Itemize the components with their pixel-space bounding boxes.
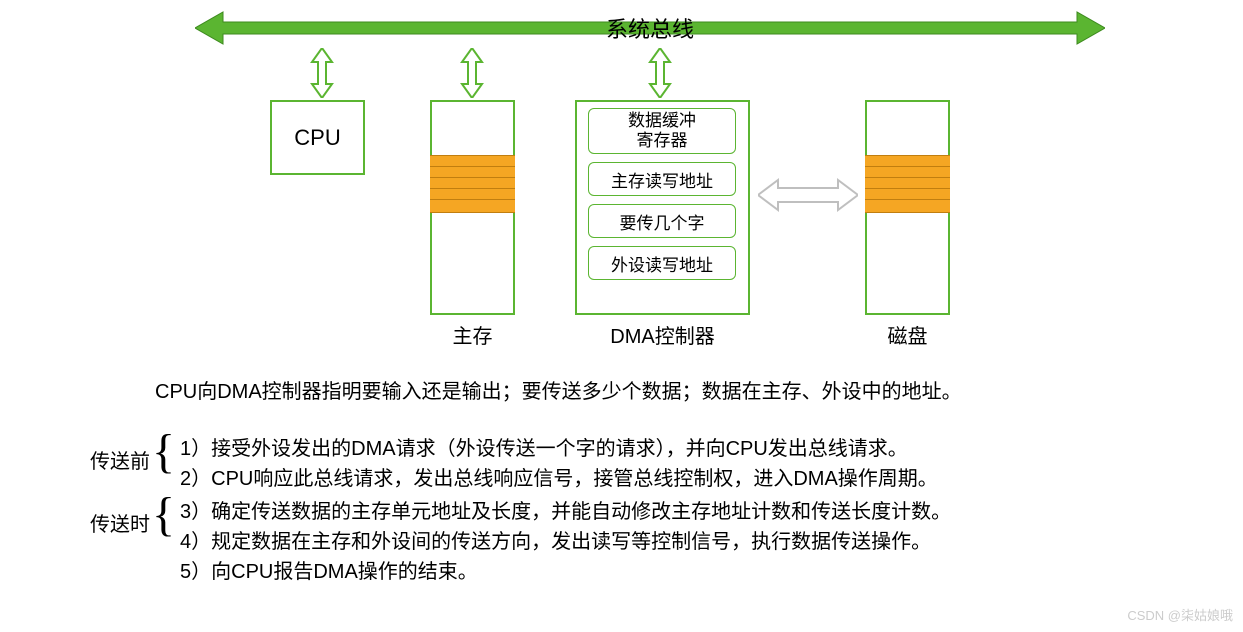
phase-before: 传送前 <box>90 445 150 474</box>
watermark: CSDN @柒姑娘哦 <box>1127 605 1233 624</box>
phase-during: 传送时 <box>90 508 150 537</box>
dma-reg-dev-addr: 外设读写地址 <box>588 246 736 280</box>
step-3: 3）确定传送数据的主存单元地址及长度，并能自动修改主存地址计数和传送长度计数。 <box>180 495 951 524</box>
bus-memory-arrow <box>460 48 484 98</box>
disk-caption: 磁盘 <box>860 320 955 349</box>
memory-caption: 主存 <box>430 320 515 349</box>
brace-during: { <box>152 491 175 539</box>
dma-caption: DMA控制器 <box>575 320 750 349</box>
dma-disk-arrow <box>758 178 858 212</box>
bus-cpu-arrow <box>310 48 334 98</box>
disk-stripe <box>865 155 950 213</box>
memory-stripe <box>430 155 515 213</box>
cpu-box: CPU <box>270 100 365 175</box>
step-1: 1）接受外设发出的DMA请求（外设传送一个字的请求），并向CPU发出总线请求。 <box>180 432 908 461</box>
step-2: 2）CPU响应此总线请求，发出总线响应信号，接管总线控制权，进入DMA操作周期。 <box>180 462 938 491</box>
dma-reg-count: 要传几个字 <box>588 204 736 238</box>
dma-reg-mem-addr: 主存读写地址 <box>588 162 736 196</box>
diagram-canvas: 系统总线 CPU 主存 数据缓冲 寄存器 主存读写地址 要传几个字 外设读写地址… <box>0 0 1243 632</box>
cpu-label: CPU <box>294 125 340 151</box>
brace-before: { <box>152 428 175 476</box>
bus-label: 系统总线 <box>560 12 740 44</box>
step-4: 4）规定数据在主存和外设间的传送方向，发出读写等控制信号，执行数据传送操作。 <box>180 525 931 554</box>
description: CPU向DMA控制器指明要输入还是输出；要传送多少个数据；数据在主存、外设中的地… <box>155 375 962 404</box>
dma-reg-buffer: 数据缓冲 寄存器 <box>588 108 736 154</box>
step-5: 5）向CPU报告DMA操作的结束。 <box>180 555 478 584</box>
bus-dma-arrow <box>648 48 672 98</box>
